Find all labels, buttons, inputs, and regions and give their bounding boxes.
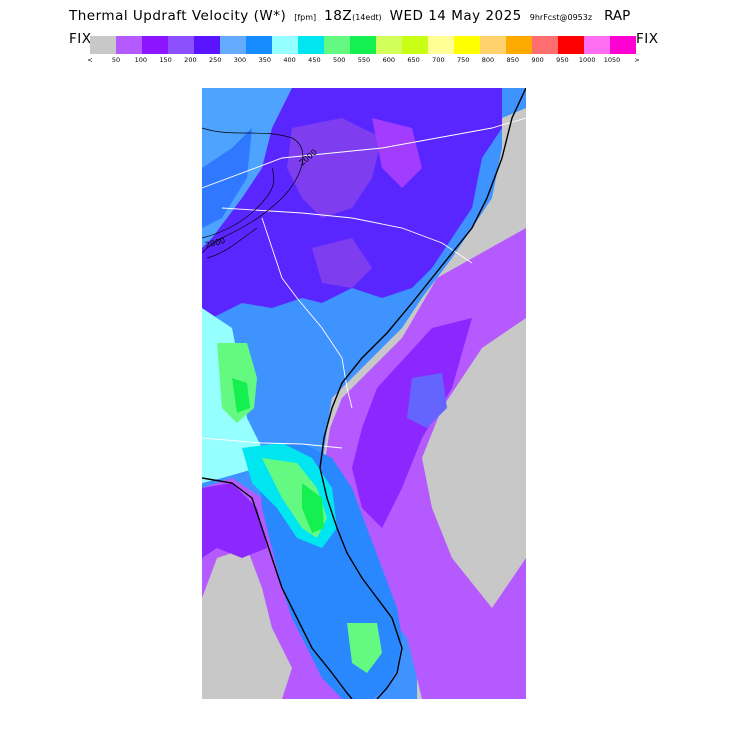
map-title: Thermal Updraft Velocity (W*) [fpm] 18Z … — [69, 8, 669, 30]
legend-tick: 100 — [134, 56, 148, 64]
legend-tick: 800 — [481, 56, 495, 64]
legend-swatch — [324, 36, 350, 54]
legend-tick: 200 — [184, 56, 197, 64]
contour-lines — [202, 127, 304, 259]
legend-tick: 550 — [357, 56, 371, 64]
legend-tick: 300 — [233, 56, 247, 64]
legend-tick: 150 — [159, 56, 172, 64]
color-legend — [90, 36, 636, 54]
legend-swatch — [168, 36, 194, 54]
legend-swatch — [272, 36, 298, 54]
legend-tick: 750 — [456, 56, 470, 64]
gulf-purple — [202, 483, 267, 558]
legend-tick: 1050 — [603, 56, 621, 64]
legend-ticks: <50 100 150 200 250 300 350 400 450 500 550 600 650 7… — [84, 56, 644, 66]
legend-swatch — [532, 36, 558, 54]
purple-patch-2 — [312, 238, 372, 288]
map-svg: 2000 2000 — [202, 88, 526, 699]
legend-swatch — [402, 36, 428, 54]
legend-swatch — [584, 36, 610, 54]
legend-tick: 350 — [258, 56, 272, 64]
thermal-velocity-map: 2000 2000 — [202, 88, 526, 699]
legend-tick: 450 — [308, 56, 321, 64]
legend-tick: 250 — [208, 56, 222, 64]
valid-time: 18Z — [324, 8, 353, 24]
legend-tick: 850 — [506, 56, 520, 64]
fix-label-right: FIX — [636, 31, 659, 47]
legend-tick: 400 — [283, 56, 296, 64]
legend-swatch — [220, 36, 246, 54]
legend-tick: 1000 — [578, 56, 596, 64]
legend-swatch — [350, 36, 376, 54]
legend-swatch — [142, 36, 168, 54]
legend-gt: > — [634, 56, 640, 64]
legend-lt: < — [87, 56, 93, 64]
legend-swatch — [480, 36, 506, 54]
mountain-dark-blue — [202, 128, 252, 228]
state-borders — [202, 117, 526, 449]
legend-tick: 500 — [332, 56, 346, 64]
date-text: WED 14 May 2025 — [389, 8, 522, 24]
gulf-gray — [202, 548, 292, 699]
legend-swatch — [558, 36, 584, 54]
violet-patch-1 — [372, 118, 422, 188]
legend-tick: 900 — [531, 56, 544, 64]
bright-green-west — [232, 378, 250, 413]
purple-patch-1 — [287, 118, 382, 218]
shelf-purple — [352, 318, 472, 528]
units-text: [fpm] — [294, 13, 317, 22]
legend-swatch — [454, 36, 480, 54]
bright-green-florida — [302, 483, 324, 533]
offshore-gray — [422, 318, 526, 608]
title-text: Thermal Updraft Velocity (W*) — [69, 8, 287, 24]
legend-swatch — [610, 36, 636, 54]
legend-swatch — [376, 36, 402, 54]
forecast-text: 9hrFcst@0953z — [529, 13, 593, 22]
model-name: RAP — [604, 8, 631, 24]
legend-swatch — [428, 36, 454, 54]
legend-swatch — [298, 36, 324, 54]
legend-tick: 950 — [556, 56, 569, 64]
legend-tick: 50 — [111, 56, 121, 64]
fix-label-left: FIX — [69, 31, 92, 47]
local-time: (14edt) — [352, 13, 382, 22]
legend-swatch — [90, 36, 116, 54]
legend-swatch — [194, 36, 220, 54]
legend-tick: 700 — [432, 56, 445, 64]
coastline — [202, 88, 526, 699]
legend-tick: 600 — [382, 56, 396, 64]
green-zone-south — [347, 623, 382, 673]
legend-swatch — [246, 36, 272, 54]
legend-tick: 650 — [407, 56, 420, 64]
offshore-blue — [407, 373, 447, 428]
legend-swatch — [116, 36, 142, 54]
legend-swatch — [506, 36, 532, 54]
